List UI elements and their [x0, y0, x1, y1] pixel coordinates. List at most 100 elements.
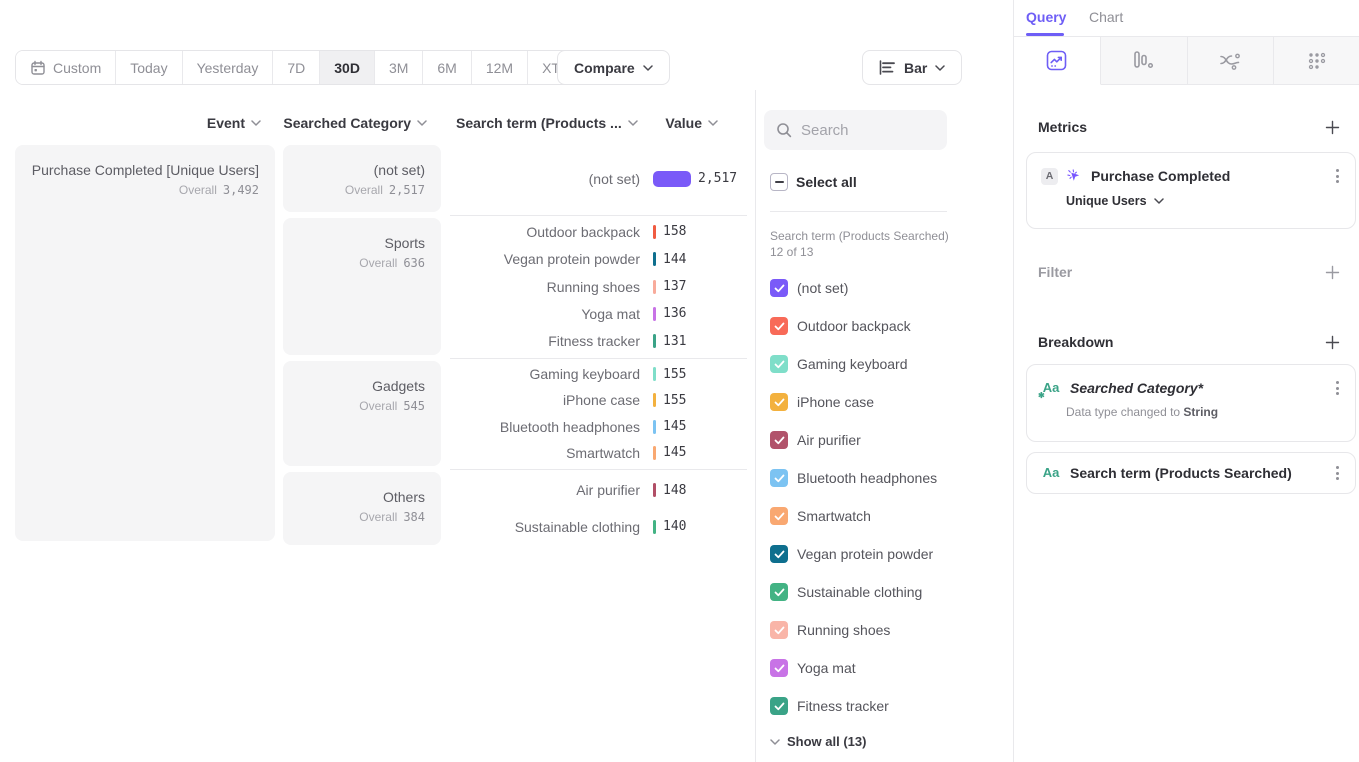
value-text: 131: [663, 333, 687, 349]
metric-menu-button[interactable]: [1334, 167, 1341, 185]
column-header-searched-category[interactable]: Searched Category: [233, 115, 427, 131]
legend-item-yoga-mat[interactable]: Yoga mat: [770, 649, 1000, 687]
date-range-7d[interactable]: 7D: [273, 51, 321, 84]
breakdown-title: Searched Category*: [1070, 380, 1204, 396]
report-tab-insights[interactable]: [1014, 37, 1101, 85]
table-row[interactable]: Yoga mat 136: [450, 300, 750, 327]
category-overall: Overall 2,517: [295, 183, 425, 197]
bar-chart-icon: [879, 60, 896, 75]
category-cell[interactable]: (not set) Overall 2,517: [283, 145, 441, 212]
overall-value: 384: [403, 510, 425, 524]
search-term-label: Smartwatch: [566, 444, 640, 461]
legend-checkbox[interactable]: [770, 621, 788, 639]
column-header-label: Searched Category: [283, 115, 411, 131]
search-term-label: Bluetooth headphones: [499, 418, 640, 435]
group-separator: [450, 469, 747, 470]
report-tab-flows[interactable]: [1187, 37, 1275, 85]
table-row[interactable]: Outdoor backpack 158: [450, 218, 750, 245]
legend-item-air-purifier[interactable]: Air purifier: [770, 421, 1000, 459]
legend-checkbox[interactable]: [770, 317, 788, 335]
breakdown-menu-button[interactable]: [1334, 379, 1341, 397]
table-row[interactable]: Bluetooth headphones 145: [450, 414, 750, 440]
legend-item-bluetooth-headphones[interactable]: Bluetooth headphones: [770, 459, 1000, 497]
column-header-event[interactable]: Event: [15, 115, 261, 131]
value-bar: [653, 224, 656, 239]
table-row[interactable]: Air purifier 148: [450, 472, 750, 509]
show-all-button[interactable]: Show all (13): [770, 734, 866, 749]
legend-checkbox[interactable]: [770, 279, 788, 297]
table-row[interactable]: Vegan protein powder 144: [450, 245, 750, 272]
category-cell[interactable]: Others Overall 384: [283, 472, 441, 545]
event-overall: Overall 3,492: [27, 183, 259, 197]
legend-item-smartwatch[interactable]: Smartwatch: [770, 497, 1000, 535]
legend-item-vegan-protein-powder[interactable]: Vegan protein powder: [770, 535, 1000, 573]
tab-chart[interactable]: Chart: [1089, 9, 1124, 25]
column-header-value[interactable]: Value: [618, 115, 718, 131]
table-row[interactable]: (not set) 2,517: [450, 145, 750, 212]
breakdown-table: Purchase Completed [Unique Users] Overal…: [0, 145, 1013, 645]
legend-item-sustainable-clothing[interactable]: Sustainable clothing: [770, 573, 1000, 611]
date-range-3m[interactable]: 3M: [374, 51, 424, 84]
legend-checkbox[interactable]: [770, 469, 788, 487]
breakdown-card-search-term[interactable]: Aa Search term (Products Searched): [1026, 452, 1356, 494]
search-icon: [776, 122, 792, 138]
date-range-yesterday[interactable]: Yesterday: [182, 51, 274, 84]
date-range-today[interactable]: Today: [116, 51, 183, 84]
legend-checkbox[interactable]: [770, 545, 788, 563]
metric-aggregation-dropdown[interactable]: Unique Users: [1066, 194, 1355, 208]
legend-checkbox[interactable]: [770, 583, 788, 601]
add-metric-button[interactable]: [1325, 119, 1341, 135]
table-row[interactable]: Smartwatch 145: [450, 440, 750, 466]
date-range-label: Yesterday: [196, 59, 259, 76]
legend-checkbox[interactable]: [770, 697, 788, 715]
category-cell[interactable]: Sports Overall 636: [283, 218, 441, 355]
string-property-icon: Aa ✱: [1038, 380, 1060, 400]
legend-checkbox[interactable]: [770, 659, 788, 677]
value-bar: [653, 393, 656, 408]
legend-item-iphone-case[interactable]: iPhone case: [770, 383, 1000, 421]
search-term-label: Running shoes: [546, 278, 640, 295]
note-value: String: [1183, 405, 1219, 419]
table-row[interactable]: iPhone case 155: [450, 387, 750, 413]
legend-checkbox[interactable]: [770, 507, 788, 525]
tab-query[interactable]: Query: [1026, 9, 1067, 25]
search-term-rows: (not set) 2,517: [450, 145, 750, 212]
legend-checkbox[interactable]: [770, 431, 788, 449]
date-range-30d[interactable]: 30D: [320, 51, 375, 84]
legend-item--not-set-[interactable]: (not set): [770, 269, 1000, 307]
metric-card[interactable]: A Purchase Completed Unique Users: [1026, 152, 1356, 229]
value-text: 145: [663, 445, 687, 461]
date-range-custom[interactable]: Custom: [16, 51, 117, 84]
add-breakdown-button[interactable]: [1325, 334, 1341, 350]
report-tab-funnels[interactable]: [1100, 37, 1188, 85]
search-term-label: iPhone case: [562, 392, 640, 409]
event-cell[interactable]: Purchase Completed [Unique Users] Overal…: [15, 145, 275, 541]
date-range-12m[interactable]: 12M: [471, 51, 529, 84]
compare-button[interactable]: Compare: [557, 50, 670, 85]
table-row[interactable]: Fitness tracker 131: [450, 328, 750, 355]
legend-item-outdoor-backpack[interactable]: Outdoor backpack: [770, 307, 1000, 345]
legend-search-box[interactable]: [764, 110, 947, 150]
legend-item-running-shoes[interactable]: Running shoes: [770, 611, 1000, 649]
table-row[interactable]: Sustainable clothing 140: [450, 509, 750, 546]
date-range-6m[interactable]: 6M: [423, 51, 472, 84]
legend-checkbox[interactable]: [770, 355, 788, 373]
select-all-checkbox[interactable]: Select all: [770, 173, 857, 191]
table-row[interactable]: Gaming keyboard 155: [450, 361, 750, 387]
breakdown-card-searched-category[interactable]: Aa ✱ Searched Category* Data type changed…: [1026, 364, 1356, 442]
legend-search-input[interactable]: [801, 121, 931, 139]
date-range-label: 30D: [334, 59, 360, 76]
report-tab-retention[interactable]: [1274, 37, 1359, 85]
legend-item-fitness-tracker[interactable]: Fitness tracker: [770, 687, 1000, 725]
chart-type-button[interactable]: Bar: [862, 50, 963, 85]
search-term-rows: Gaming keyboard 155 iPhone case 155 Bluetoot…: [450, 361, 750, 466]
column-header-search-term[interactable]: Search term (Products ...: [456, 115, 638, 131]
breakdown-menu-button[interactable]: [1334, 464, 1341, 482]
breakdown-note: Data type changed to String: [1066, 405, 1355, 419]
category-name: Sports: [384, 235, 425, 251]
add-filter-button[interactable]: [1325, 264, 1341, 280]
category-cell[interactable]: Gadgets Overall 545: [283, 361, 441, 466]
legend-item-gaming-keyboard[interactable]: Gaming keyboard: [770, 345, 1000, 383]
table-row[interactable]: Running shoes 137: [450, 273, 750, 300]
legend-checkbox[interactable]: [770, 393, 788, 411]
